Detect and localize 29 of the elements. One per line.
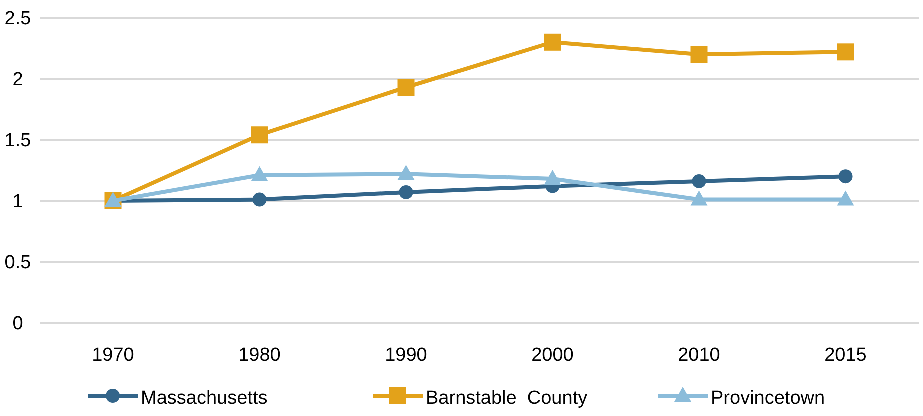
x-tick-label: 2010 (678, 345, 720, 366)
y-tick-label: 1 (12, 192, 24, 213)
point (544, 34, 562, 51)
point (252, 192, 267, 207)
point (837, 190, 854, 206)
point (398, 79, 415, 96)
point (398, 165, 415, 180)
legend-label: Provincetown (711, 388, 826, 409)
point (251, 126, 268, 144)
point (692, 174, 706, 188)
x-tick-label: 1990 (385, 345, 428, 366)
point (690, 46, 708, 64)
y-tick-label: 2 (12, 70, 24, 91)
legend-label: Massachusetts (141, 388, 268, 409)
point (690, 190, 708, 206)
y-tick-label: 2.5 (4, 8, 32, 30)
y-tick-label: 0.5 (4, 252, 32, 274)
y-tick-label: 0 (12, 314, 24, 335)
point (837, 44, 854, 61)
point (544, 170, 562, 186)
point (251, 166, 268, 182)
x-tick-label: 1980 (238, 345, 281, 366)
point (838, 170, 853, 184)
x-tick-label: 1970 (92, 345, 134, 366)
x-tick-label: 2015 (824, 345, 867, 366)
y-tick-label: 1.5 (4, 130, 32, 152)
x-tick-label: 2000 (532, 345, 574, 366)
legend-label: Barnstable County (426, 388, 588, 409)
point (399, 185, 414, 200)
